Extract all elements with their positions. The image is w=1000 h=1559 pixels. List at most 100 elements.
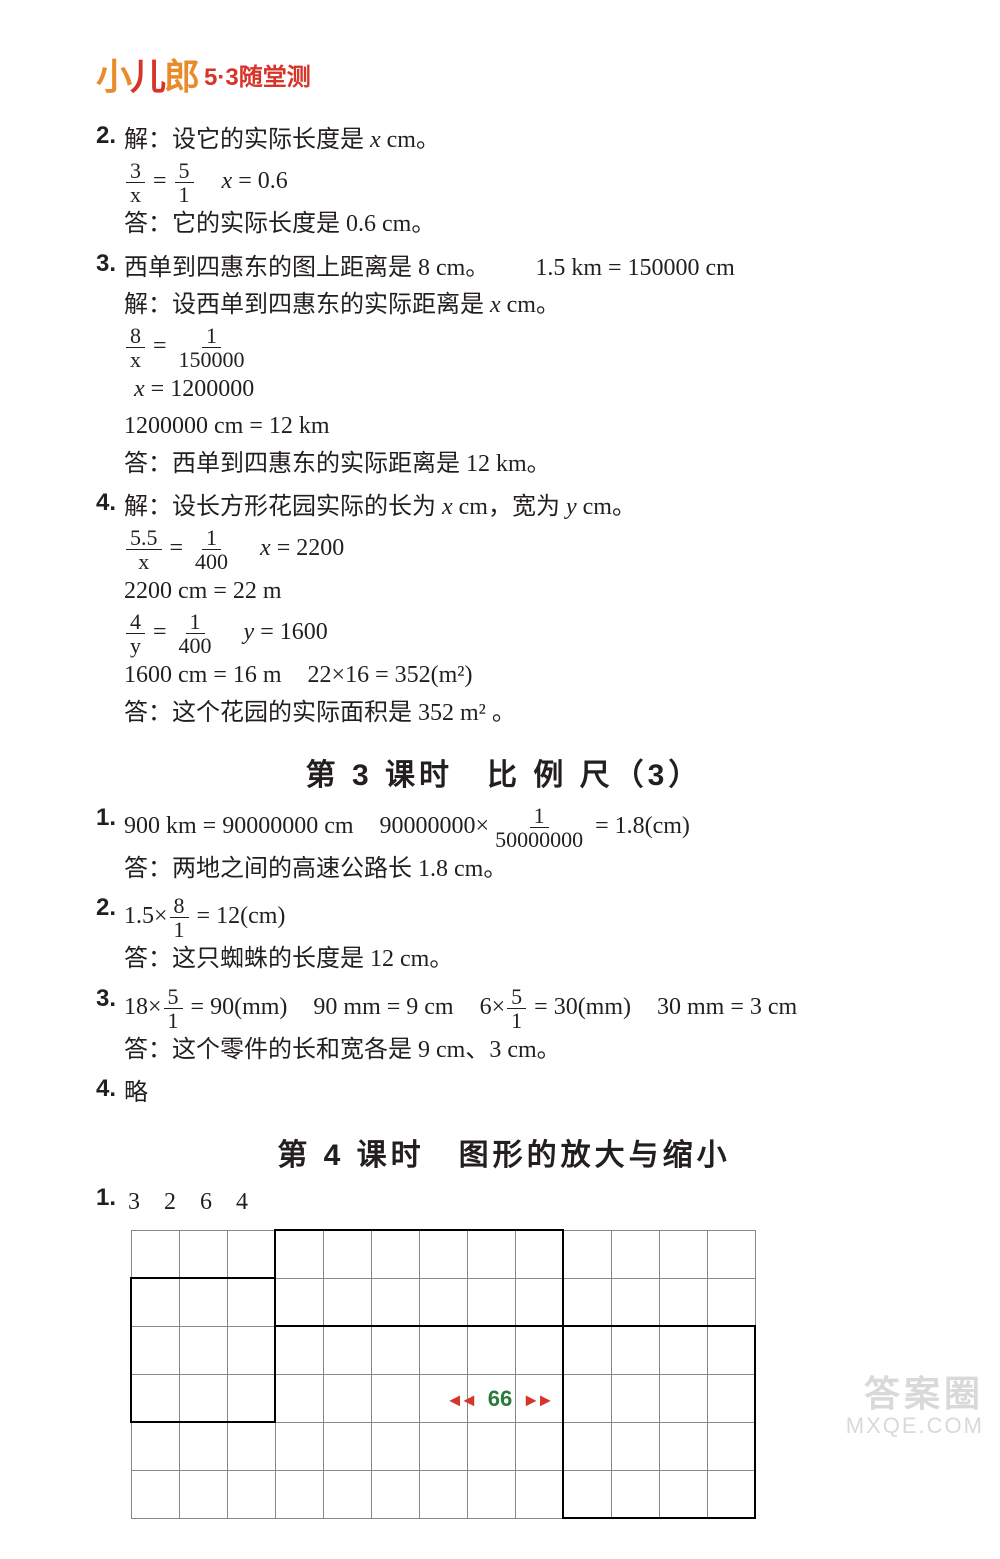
grid-cell bbox=[659, 1230, 707, 1278]
page-number: 66 bbox=[488, 1386, 512, 1411]
grid-cell bbox=[419, 1230, 467, 1278]
watermark-line-1: 答案圈 bbox=[846, 1374, 984, 1414]
grid-cell bbox=[563, 1422, 611, 1470]
grid-cell bbox=[419, 1326, 467, 1374]
grid-cell bbox=[515, 1326, 563, 1374]
problem-group-b: 1.900 km = 90000000 cm90000000×150000000… bbox=[96, 804, 912, 1112]
watermark: 答案圈 MXQE.COM bbox=[846, 1374, 984, 1438]
grid-cell bbox=[227, 1230, 275, 1278]
logo-char-1: 小 bbox=[96, 57, 130, 97]
grid-cell bbox=[227, 1422, 275, 1470]
fraction: 1400 bbox=[191, 526, 232, 573]
fraction: 81 bbox=[170, 894, 189, 941]
grid-cell bbox=[179, 1422, 227, 1470]
grid-cell bbox=[323, 1278, 371, 1326]
fraction: 51 bbox=[507, 985, 526, 1032]
fraction: 1150000 bbox=[175, 324, 249, 371]
problem-number: 2. bbox=[96, 122, 124, 150]
grid-cell bbox=[275, 1278, 323, 1326]
fraction: 5.5x bbox=[126, 526, 162, 573]
fraction: 1400 bbox=[175, 610, 216, 657]
problem: 2.1.5×81 = 12(cm)答：这只蜘蛛的长度是 12 cm。 bbox=[96, 894, 912, 978]
grid-cell bbox=[179, 1230, 227, 1278]
problem-number: 1. bbox=[96, 804, 124, 832]
grid-cell bbox=[131, 1230, 179, 1278]
problem-number: 2. bbox=[96, 894, 124, 922]
grid-cell bbox=[371, 1326, 419, 1374]
grid-cell bbox=[467, 1230, 515, 1278]
problem: 4.解：设长方形花园实际的长为 x cm，宽为 y cm。5.5x = 1400… bbox=[96, 489, 912, 732]
page: 小儿郎 5·3随堂测 2.解：设它的实际长度是 x cm。3x = 51x = … bbox=[0, 0, 1000, 1559]
brand-logo: 小儿郎 bbox=[96, 48, 198, 100]
grid-cell bbox=[515, 1422, 563, 1470]
grid-cell bbox=[707, 1326, 755, 1374]
problem: 1.900 km = 90000000 cm90000000×150000000… bbox=[96, 804, 912, 888]
grid-cell bbox=[563, 1230, 611, 1278]
fraction: 4y bbox=[126, 610, 145, 657]
fraction: 150000000 bbox=[491, 804, 587, 851]
problem: 3.西单到四惠东的图上距离是 8 cm。1.5 km = 150000 cm解：… bbox=[96, 250, 912, 483]
grid-cell bbox=[371, 1278, 419, 1326]
grid-cell bbox=[179, 1326, 227, 1374]
grid-cell bbox=[515, 1470, 563, 1518]
grid-cell bbox=[227, 1326, 275, 1374]
grid-cell bbox=[323, 1230, 371, 1278]
footer-left-arrows-icon: ◀ ◀ bbox=[449, 1393, 474, 1408]
fraction: 8x bbox=[126, 324, 145, 371]
grid-cell bbox=[323, 1470, 371, 1518]
grid-cell bbox=[419, 1470, 467, 1518]
fraction: 51 bbox=[164, 985, 183, 1032]
grid-cell bbox=[467, 1422, 515, 1470]
grid-cell bbox=[659, 1470, 707, 1518]
grid-cell bbox=[707, 1422, 755, 1470]
grid-cell bbox=[467, 1278, 515, 1326]
grid-cell bbox=[515, 1230, 563, 1278]
problem-body: 西单到四惠东的图上距离是 8 cm。1.5 km = 150000 cm解：设西… bbox=[124, 250, 906, 483]
problem-group-a: 2.解：设它的实际长度是 x cm。3x = 51x = 0.6答：它的实际长度… bbox=[96, 122, 912, 732]
grid-table bbox=[130, 1229, 756, 1519]
problem-body: 略 bbox=[124, 1075, 906, 1112]
problem: 4.略 bbox=[96, 1075, 912, 1112]
grid-cell bbox=[563, 1470, 611, 1518]
fraction: 3x bbox=[126, 159, 145, 206]
grid-cell bbox=[515, 1278, 563, 1326]
grid-cell bbox=[275, 1230, 323, 1278]
brand-subtitle: 5·3随堂测 bbox=[204, 57, 311, 92]
grid-cell bbox=[611, 1230, 659, 1278]
section-title-b: 第 3 课时 比 例 尺（3） bbox=[96, 750, 912, 794]
problem-body: 18×51 = 90(mm)90 mm = 9 cm6×51 = 30(mm)3… bbox=[124, 985, 906, 1069]
grid-cell bbox=[611, 1326, 659, 1374]
grid-cell bbox=[179, 1278, 227, 1326]
problem: 3.18×51 = 90(mm)90 mm = 9 cm6×51 = 30(mm… bbox=[96, 985, 912, 1069]
grid-cell bbox=[371, 1422, 419, 1470]
logo-char-3: 郎 bbox=[164, 57, 198, 97]
grid-cell bbox=[467, 1470, 515, 1518]
problem-body: 解：设长方形花园实际的长为 x cm，宽为 y cm。5.5x = 1400x … bbox=[124, 489, 906, 732]
problem-body: 1.5×81 = 12(cm)答：这只蜘蛛的长度是 12 cm。 bbox=[124, 894, 906, 978]
grid-cell bbox=[275, 1422, 323, 1470]
grid-cell bbox=[131, 1470, 179, 1518]
grid-cell bbox=[371, 1230, 419, 1278]
grid-cell bbox=[659, 1326, 707, 1374]
grid-cell bbox=[659, 1422, 707, 1470]
grid-cell bbox=[659, 1278, 707, 1326]
problem-body: 900 km = 90000000 cm90000000×150000000 =… bbox=[124, 804, 906, 888]
grid-cell bbox=[419, 1422, 467, 1470]
grid-cell bbox=[275, 1470, 323, 1518]
grid-cell bbox=[275, 1326, 323, 1374]
grid-cell bbox=[467, 1326, 515, 1374]
grid-cell bbox=[371, 1470, 419, 1518]
problem: 2.解：设它的实际长度是 x cm。3x = 51x = 0.6答：它的实际长度… bbox=[96, 122, 912, 244]
section-title-c: 第 4 课时 图形的放大与缩小 bbox=[96, 1130, 912, 1174]
grid-cell bbox=[611, 1278, 659, 1326]
grid-cell bbox=[563, 1326, 611, 1374]
grid-cell bbox=[131, 1278, 179, 1326]
logo-char-2: 儿 bbox=[130, 57, 164, 97]
grid-figure bbox=[130, 1229, 912, 1519]
grid-cell bbox=[323, 1422, 371, 1470]
grid-cell bbox=[419, 1278, 467, 1326]
grid-cell bbox=[131, 1422, 179, 1470]
grid-cell bbox=[563, 1278, 611, 1326]
problem-body: 解：设它的实际长度是 x cm。3x = 51x = 0.6答：它的实际长度是 … bbox=[124, 122, 906, 244]
grid-cell bbox=[227, 1278, 275, 1326]
